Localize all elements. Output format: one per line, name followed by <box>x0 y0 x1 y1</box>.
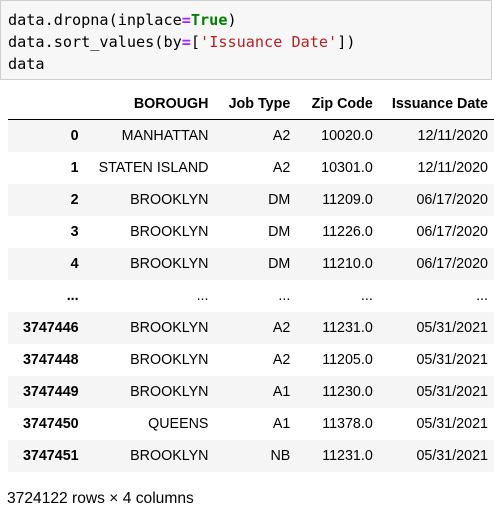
table-row: 4 BROOKLYN DM 11210.0 06/17/2020 <box>8 248 494 280</box>
table-cell: DM <box>268 224 291 240</box>
column-header: Job Type <box>228 95 291 112</box>
table-cell: A1 <box>272 416 291 432</box>
table-row: 2 BROOKLYN DM 11209.0 06/17/2020 <box>8 184 494 216</box>
dataframe-table: BOROUGH Job Type Zip Code Issuance Date … <box>8 88 494 472</box>
table-cell: STATEN ISLAND <box>98 160 209 176</box>
code-text: ) <box>227 11 237 29</box>
table-cell: 06/17/2020 <box>416 256 488 272</box>
table-cell: 12/11/2020 <box>417 128 489 144</box>
table-cell: 11209.0 <box>322 192 373 208</box>
table-row: 3 BROOKLYN DM 11226.0 06/17/2020 <box>8 216 494 248</box>
table-row: ............... <box>8 280 494 312</box>
code-line-1: data.dropna(inplace=True) <box>8 9 485 31</box>
row-index: 0 <box>70 128 79 144</box>
row-index: 3747448 <box>22 352 79 368</box>
table-cell: BROOKLYN <box>130 352 209 368</box>
table-cell: 05/31/2021 <box>416 320 488 336</box>
table-cell: 10301.0 <box>321 160 373 176</box>
table-cell: MANHATTAN <box>121 128 209 144</box>
table-cell: 06/17/2020 <box>416 224 488 240</box>
row-index: 3747451 <box>22 448 79 464</box>
table-row: 3747448 BROOKLYN A2 11205.0 05/31/2021 <box>8 344 494 376</box>
column-header: Zip Code <box>311 95 373 112</box>
code-text: [ <box>190 33 201 51</box>
keyword: True <box>190 11 228 29</box>
operator: = <box>181 11 191 29</box>
code-text: data.dropna(inplace <box>8 11 182 29</box>
code-text: data.sort_values(by <box>8 33 182 51</box>
table-cell: 11210.0 <box>322 256 373 272</box>
row-index: 3747446 <box>22 320 79 336</box>
table-cell: BROOKLYN <box>130 224 209 240</box>
code-text: ]) <box>337 33 356 51</box>
table-cell: 11230.0 <box>322 384 373 400</box>
dataframe-shape: 3724122 rows × 4 columns <box>7 490 194 507</box>
table-cell: DM <box>268 192 291 208</box>
header-row: BOROUGH Job Type Zip Code Issuance Date <box>8 88 494 120</box>
table-cell: A2 <box>272 352 291 368</box>
row-index: 2 <box>70 192 79 208</box>
table-cell: 05/31/2021 <box>416 384 488 400</box>
row-index: 1 <box>70 160 79 176</box>
row-index: 3747449 <box>22 384 79 400</box>
table-cell: 11205.0 <box>322 352 373 368</box>
code-line-2: data.sort_values(by=['Issuance Date']) <box>8 31 485 53</box>
table-row: 0 MANHATTAN A2 10020.0 12/11/2020 <box>8 119 494 152</box>
row-index: 3747450 <box>22 416 79 432</box>
table-cell: 12/11/2020 <box>417 160 489 176</box>
table-cell: ... <box>360 288 373 304</box>
row-index: 3 <box>70 224 79 240</box>
table-cell: A2 <box>272 128 291 144</box>
table-cell: A2 <box>272 320 291 336</box>
table-cell: BROOKLYN <box>130 192 209 208</box>
table-cell: QUEENS <box>148 416 209 432</box>
table-cell: 05/31/2021 <box>416 448 488 464</box>
operator: = <box>181 33 191 51</box>
table-body: 0 MANHATTAN A2 10020.0 12/11/2020 1 STATEN ISL… <box>8 119 494 472</box>
column-header: BOROUGH <box>133 95 209 112</box>
column-header: Issuance Date <box>391 95 488 112</box>
table-cell: NB <box>270 448 291 464</box>
string-literal: 'Issuance Date' <box>200 33 338 51</box>
table-cell: BROOKLYN <box>130 384 209 400</box>
table-cell: 10020.0 <box>321 128 373 144</box>
table-cell: ... <box>476 288 488 304</box>
table-cell: 06/17/2020 <box>416 192 488 208</box>
table-row: 3747450 QUEENS A1 11378.0 05/31/2021 <box>8 408 494 440</box>
table-cell: DM <box>268 256 291 272</box>
row-index: 4 <box>70 256 79 272</box>
row-index: ... <box>66 288 79 304</box>
table-cell: 11231.0 <box>322 320 373 336</box>
table-cell: 11378.0 <box>322 416 373 432</box>
table-cell: ... <box>278 288 291 304</box>
index-header <box>8 88 85 120</box>
table-cell: 05/31/2021 <box>416 352 488 368</box>
code-cell[interactable]: data.dropna(inplace=True) data.sort_valu… <box>0 0 492 80</box>
table-cell: 11231.0 <box>322 448 373 464</box>
table-cell: 05/31/2021 <box>416 416 488 432</box>
table-cell: BROOKLYN <box>130 256 209 272</box>
table-row: 1 STATEN ISLAND A2 10301.0 12/11/2020 <box>8 152 494 184</box>
table-row: 3747451 BROOKLYN NB 11231.0 05/31/2021 <box>8 440 494 472</box>
table-cell: BROOKLYN <box>130 320 209 336</box>
code-line-3: data <box>8 55 45 73</box>
table-row: 3747449 BROOKLYN A1 11230.0 05/31/2021 <box>8 376 494 408</box>
table-cell: ... <box>196 288 209 304</box>
table-cell: A1 <box>272 384 291 400</box>
table-cell: BROOKLYN <box>130 448 209 464</box>
table-row: 3747446 BROOKLYN A2 11231.0 05/31/2021 <box>8 312 494 344</box>
table-cell: 11226.0 <box>322 224 373 240</box>
table-cell: A2 <box>272 160 291 176</box>
